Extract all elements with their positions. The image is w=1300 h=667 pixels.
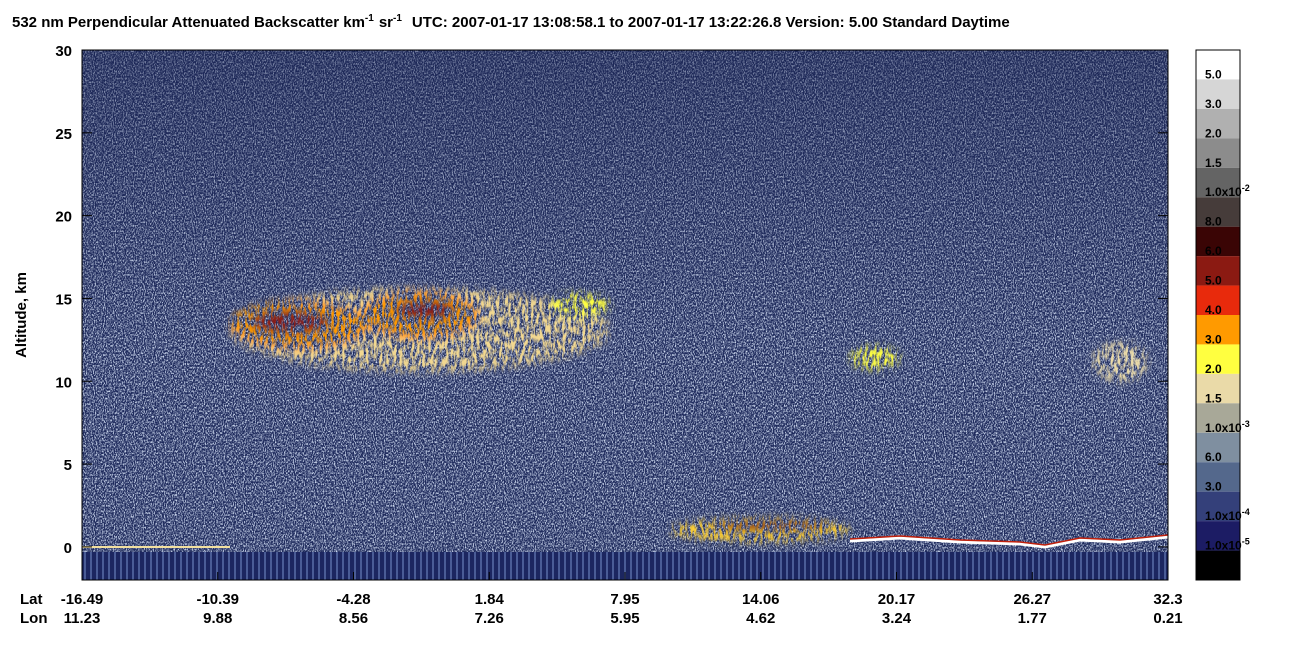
colorbar-swatch — [1196, 373, 1240, 404]
x-row-label: Lat — [20, 591, 43, 608]
x-tick-label: 5.95 — [610, 610, 639, 627]
x-tick-label: 3.24 — [882, 610, 912, 627]
x-tick-label: 8.56 — [339, 610, 368, 627]
clouds — [230, 288, 1148, 542]
colorbar-swatch — [1196, 550, 1240, 580]
y-tick-label: 30 — [55, 43, 72, 60]
x-tick-label: 1.77 — [1018, 610, 1047, 627]
colorbar-label: 5.0 — [1205, 274, 1222, 288]
colorbar-label: 2.0 — [1205, 126, 1222, 140]
colorbar-swatch — [1196, 79, 1240, 109]
x-tick-label: -10.39 — [196, 591, 239, 608]
colorbar-label: 1.0x10-4 — [1205, 507, 1250, 523]
colorbar-swatch — [1196, 285, 1240, 315]
colorbar-swatch — [1196, 167, 1240, 198]
colorbar-swatch — [1196, 256, 1240, 286]
colorbar-label: 3.0 — [1205, 97, 1222, 111]
colorbar-label-exp: -4 — [1242, 507, 1250, 517]
colorbar-label: 6.0 — [1205, 450, 1222, 464]
x-tick-label: -4.28 — [336, 591, 370, 608]
y-tick-label: 25 — [55, 126, 72, 143]
colorbar-label: 1.0x10-5 — [1205, 537, 1250, 553]
x-tick-label: 9.88 — [203, 610, 232, 627]
colorbar-label-base: 1.0x10 — [1205, 539, 1242, 553]
y-tick-label: 15 — [55, 291, 72, 308]
colorbar-swatch — [1196, 521, 1240, 551]
colorbar-label: 3.0 — [1205, 480, 1222, 494]
x-tick-label: 4.62 — [746, 610, 775, 627]
colorbar-label: 8.0 — [1205, 215, 1222, 229]
x-tick-label: 32.3 — [1153, 591, 1182, 608]
colorbar-swatch — [1196, 197, 1240, 227]
x-tick-label: 26.27 — [1013, 591, 1051, 608]
y-axis-label: Altitude, km — [13, 272, 30, 358]
y-tick-label: 0 — [64, 540, 72, 557]
y-tick-label: 20 — [55, 209, 72, 226]
x-tick-label: 14.06 — [742, 591, 780, 608]
x-tick-label: 1.84 — [475, 591, 505, 608]
colorbar-label: 1.0x10-2 — [1205, 183, 1250, 199]
colorbar-label: 4.0 — [1205, 303, 1222, 317]
colorbar-label-exp: -2 — [1242, 183, 1250, 193]
colorbar-swatch — [1196, 50, 1240, 80]
surface — [849, 535, 1168, 549]
colorbar-label-base: 1.0x10 — [1205, 185, 1242, 199]
colorbar-label-base: 1.0x10 — [1205, 421, 1242, 435]
x-tick-label: 0.21 — [1153, 610, 1182, 627]
colorbar-swatch — [1196, 315, 1240, 345]
colorbar-label: 2.0 — [1205, 362, 1222, 376]
heatmap — [82, 50, 1168, 580]
y-tick-label: 5 — [64, 457, 72, 474]
colorbar-label: 5.0 — [1205, 67, 1222, 81]
colorbar-label: 3.0 — [1205, 332, 1222, 346]
colorbar-label-exp: -5 — [1242, 537, 1250, 547]
colorbar-swatch — [1196, 491, 1240, 522]
colorbar-swatch — [1196, 403, 1240, 433]
colorbar-swatch — [1196, 432, 1240, 463]
x-tick-label: -16.49 — [61, 591, 104, 608]
colorbar-swatch — [1196, 344, 1240, 374]
x-tick-label: 7.95 — [610, 591, 639, 608]
colorbar-swatch — [1196, 226, 1240, 257]
colorbar-label: 1.0x10-3 — [1205, 419, 1250, 435]
colorbar-label: 1.5 — [1205, 156, 1222, 170]
colorbar-swatch — [1196, 108, 1240, 139]
colorbar-label-exp: -3 — [1242, 419, 1250, 429]
colorbar-label: 1.5 — [1205, 391, 1222, 405]
x-tick-label: 7.26 — [475, 610, 504, 627]
surface-edge — [849, 534, 1168, 546]
x-tick-label: 11.23 — [64, 610, 101, 627]
x-tick-label: 20.17 — [878, 591, 916, 608]
colorbar-swatch — [1196, 462, 1240, 492]
colorbar-frame — [1195, 49, 1241, 581]
colorbar-swatch — [1196, 138, 1240, 168]
y-tick-label: 10 — [55, 374, 72, 391]
colorbar-label: 6.0 — [1205, 244, 1222, 258]
colorbar-label-base: 1.0x10 — [1205, 509, 1242, 523]
chart-title: 532 nm Perpendicular Attenuated Backscat… — [12, 13, 1010, 31]
x-row-label: Lon — [20, 610, 48, 627]
